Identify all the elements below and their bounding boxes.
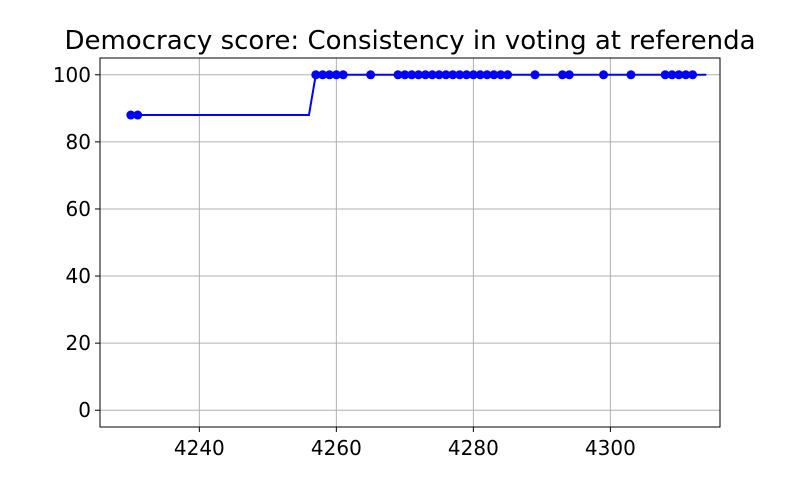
x-tick-label: 4240	[174, 436, 225, 460]
data-point	[338, 70, 348, 80]
data-point	[674, 70, 684, 80]
data-point	[482, 70, 492, 80]
data-point	[667, 70, 677, 80]
y-tick-label: 80	[66, 130, 91, 154]
data-point	[599, 70, 609, 80]
data-point	[393, 70, 403, 80]
data-point	[441, 70, 451, 80]
x-tick-label: 4280	[448, 436, 499, 460]
y-tick-label: 20	[66, 331, 91, 355]
data-point	[400, 70, 410, 80]
data-point	[468, 70, 478, 80]
y-tick-label: 0	[78, 398, 91, 422]
data-point	[496, 70, 506, 80]
chart-title: Democracy score: Consistency in voting a…	[64, 26, 755, 56]
data-point	[660, 70, 670, 80]
data-point	[331, 70, 341, 80]
data-point	[434, 70, 444, 80]
ticks: 4240 4260 4280 4300 0 20 40 60 80 100	[53, 63, 636, 460]
data-point	[688, 70, 698, 80]
data-point	[489, 70, 499, 80]
data-point	[366, 70, 376, 80]
data-point	[530, 70, 540, 80]
y-tick-label: 40	[66, 264, 91, 288]
data-point	[448, 70, 458, 80]
y-tick-label: 100	[53, 63, 91, 87]
data-point	[681, 70, 691, 80]
data-point	[133, 110, 143, 120]
data-point	[462, 70, 472, 80]
x-tick-label: 4260	[311, 436, 362, 460]
data-point	[414, 70, 424, 80]
data-point	[564, 70, 574, 80]
y-tick-label: 60	[66, 197, 91, 221]
data-point	[325, 70, 335, 80]
data-point	[318, 70, 328, 80]
data-point	[427, 70, 437, 80]
plot-frame	[99, 57, 721, 428]
x-tick-label: 4300	[585, 436, 636, 460]
data-point	[557, 70, 567, 80]
data-point	[311, 70, 321, 80]
data-point	[126, 110, 136, 120]
data-point	[626, 70, 636, 80]
data-point	[420, 70, 430, 80]
data-point	[407, 70, 417, 80]
data-point	[475, 70, 485, 80]
data-point	[503, 70, 513, 80]
series	[126, 70, 707, 120]
data-point	[455, 70, 465, 80]
